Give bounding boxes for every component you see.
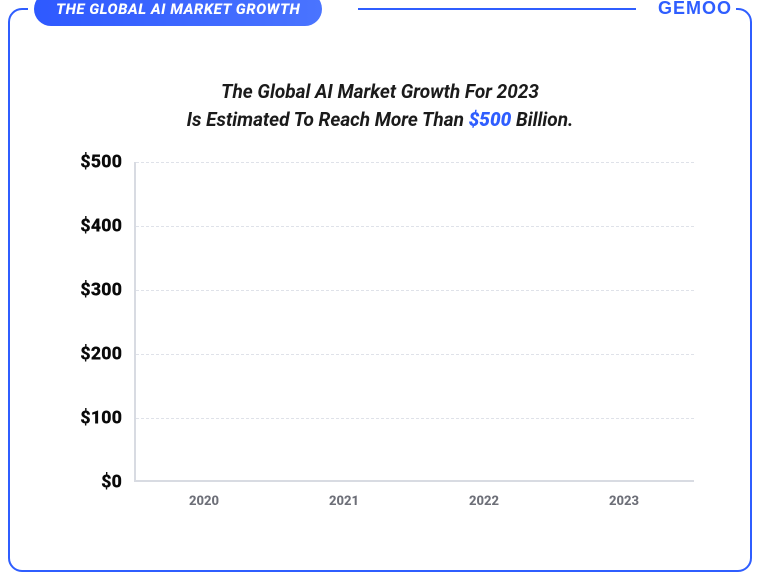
subtitle-line2-suffix: Billion.	[511, 108, 573, 131]
title-pill: THE GLOBAL AI MARKET GROWTH	[34, 0, 322, 26]
subtitle-line2-prefix: Is Estimated To Reach More Than	[187, 108, 469, 131]
y-axis-label: $0	[62, 472, 122, 493]
y-axis-label: $400	[62, 216, 122, 237]
header-divider	[370, 8, 632, 10]
gridline	[136, 290, 694, 291]
gridline	[136, 354, 694, 355]
chart-plot	[134, 162, 694, 482]
title-pill-label: THE GLOBAL AI MARKET GROWTH	[56, 0, 300, 18]
header-row: THE GLOBAL AI MARKET GROWTH GEMOO	[10, 0, 750, 28]
gridline	[136, 162, 694, 163]
chart-area: $0$100$200$300$400$5002020202120222023	[62, 162, 710, 502]
chart-card: THE GLOBAL AI MARKET GROWTH GEMOO The Gl…	[8, 8, 752, 572]
y-axis-label: $500	[62, 152, 122, 173]
x-axis-label: 2022	[469, 494, 499, 509]
brand-logo: GEMOO	[658, 0, 732, 19]
y-axis-label: $200	[62, 344, 122, 365]
subtitle-line1: The Global AI Market Growth For 2023	[10, 78, 750, 106]
x-axis-label: 2023	[609, 494, 639, 509]
y-axis-label: $300	[62, 280, 122, 301]
gridline	[136, 226, 694, 227]
y-axis-label: $100	[62, 408, 122, 429]
x-axis-label: 2020	[189, 494, 219, 509]
x-axis-label: 2021	[329, 494, 359, 509]
subtitle: The Global AI Market Growth For 2023 Is …	[10, 78, 750, 133]
gridline	[136, 418, 694, 419]
subtitle-line2: Is Estimated To Reach More Than $500 Bil…	[10, 106, 750, 134]
subtitle-emphasis: $500	[469, 108, 512, 131]
